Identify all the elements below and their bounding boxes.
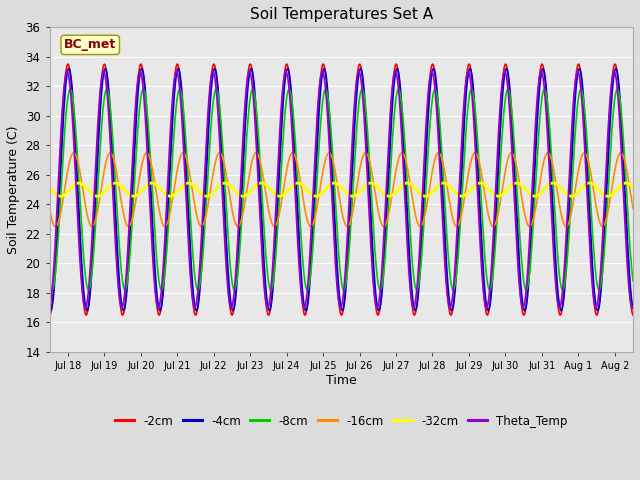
-2cm — [556, 312, 564, 318]
-16cm — [161, 224, 169, 229]
-32cm — [45, 184, 53, 190]
-8cm — [629, 278, 637, 284]
-32cm — [93, 193, 101, 199]
-2cm — [618, 142, 626, 147]
-4cm — [556, 300, 563, 306]
-16cm — [629, 206, 637, 212]
Theta_Temp — [112, 252, 120, 258]
-8cm — [147, 159, 154, 165]
-16cm — [295, 169, 303, 175]
-16cm — [112, 167, 120, 173]
X-axis label: Time: Time — [326, 374, 356, 387]
-32cm — [147, 180, 155, 186]
-32cm — [270, 190, 278, 196]
-2cm — [45, 312, 53, 318]
-32cm — [629, 184, 637, 190]
-32cm — [295, 180, 303, 186]
Line: -4cm: -4cm — [49, 69, 633, 311]
-8cm — [618, 117, 626, 123]
-32cm — [618, 181, 626, 187]
-8cm — [358, 86, 366, 92]
Theta_Temp — [295, 261, 303, 267]
-4cm — [45, 306, 53, 312]
-16cm — [617, 150, 625, 156]
Theta_Temp — [136, 69, 144, 74]
-8cm — [556, 269, 563, 275]
-32cm — [221, 180, 228, 186]
-2cm — [100, 61, 108, 67]
-2cm — [295, 247, 303, 252]
Theta_Temp — [270, 247, 278, 252]
Y-axis label: Soil Temperature (C): Soil Temperature (C) — [7, 125, 20, 254]
-16cm — [618, 151, 626, 156]
Line: -32cm: -32cm — [49, 183, 633, 196]
-4cm — [112, 221, 120, 227]
Line: Theta_Temp: Theta_Temp — [49, 72, 633, 308]
Theta_Temp — [264, 305, 271, 311]
-16cm — [555, 199, 563, 204]
-4cm — [147, 183, 154, 189]
-32cm — [556, 183, 563, 189]
-32cm — [113, 180, 120, 186]
-2cm — [629, 312, 637, 318]
Theta_Temp — [147, 222, 155, 228]
-16cm — [269, 223, 277, 229]
-4cm — [266, 308, 273, 313]
-4cm — [269, 279, 277, 285]
-2cm — [147, 206, 155, 212]
-4cm — [393, 66, 401, 72]
-2cm — [113, 244, 120, 250]
-2cm — [555, 309, 563, 314]
Theta_Temp — [556, 305, 563, 311]
Theta_Temp — [629, 304, 637, 310]
-4cm — [629, 306, 637, 312]
Line: -8cm: -8cm — [49, 89, 633, 290]
Line: -2cm: -2cm — [49, 64, 633, 315]
-2cm — [269, 269, 277, 275]
Theta_Temp — [45, 304, 53, 310]
Theta_Temp — [618, 161, 626, 167]
Line: -16cm: -16cm — [49, 153, 633, 227]
-8cm — [295, 197, 303, 203]
Legend: -2cm, -4cm, -8cm, -16cm, -32cm, Theta_Temp: -2cm, -4cm, -8cm, -16cm, -32cm, Theta_Te… — [111, 410, 572, 432]
Title: Soil Temperatures Set A: Soil Temperatures Set A — [250, 7, 433, 22]
-8cm — [45, 278, 53, 284]
-4cm — [295, 228, 303, 234]
-16cm — [147, 158, 154, 164]
-4cm — [618, 127, 626, 132]
-8cm — [230, 287, 238, 293]
-8cm — [269, 277, 277, 283]
-16cm — [45, 206, 53, 212]
Text: BC_met: BC_met — [64, 38, 116, 51]
-8cm — [112, 191, 120, 196]
